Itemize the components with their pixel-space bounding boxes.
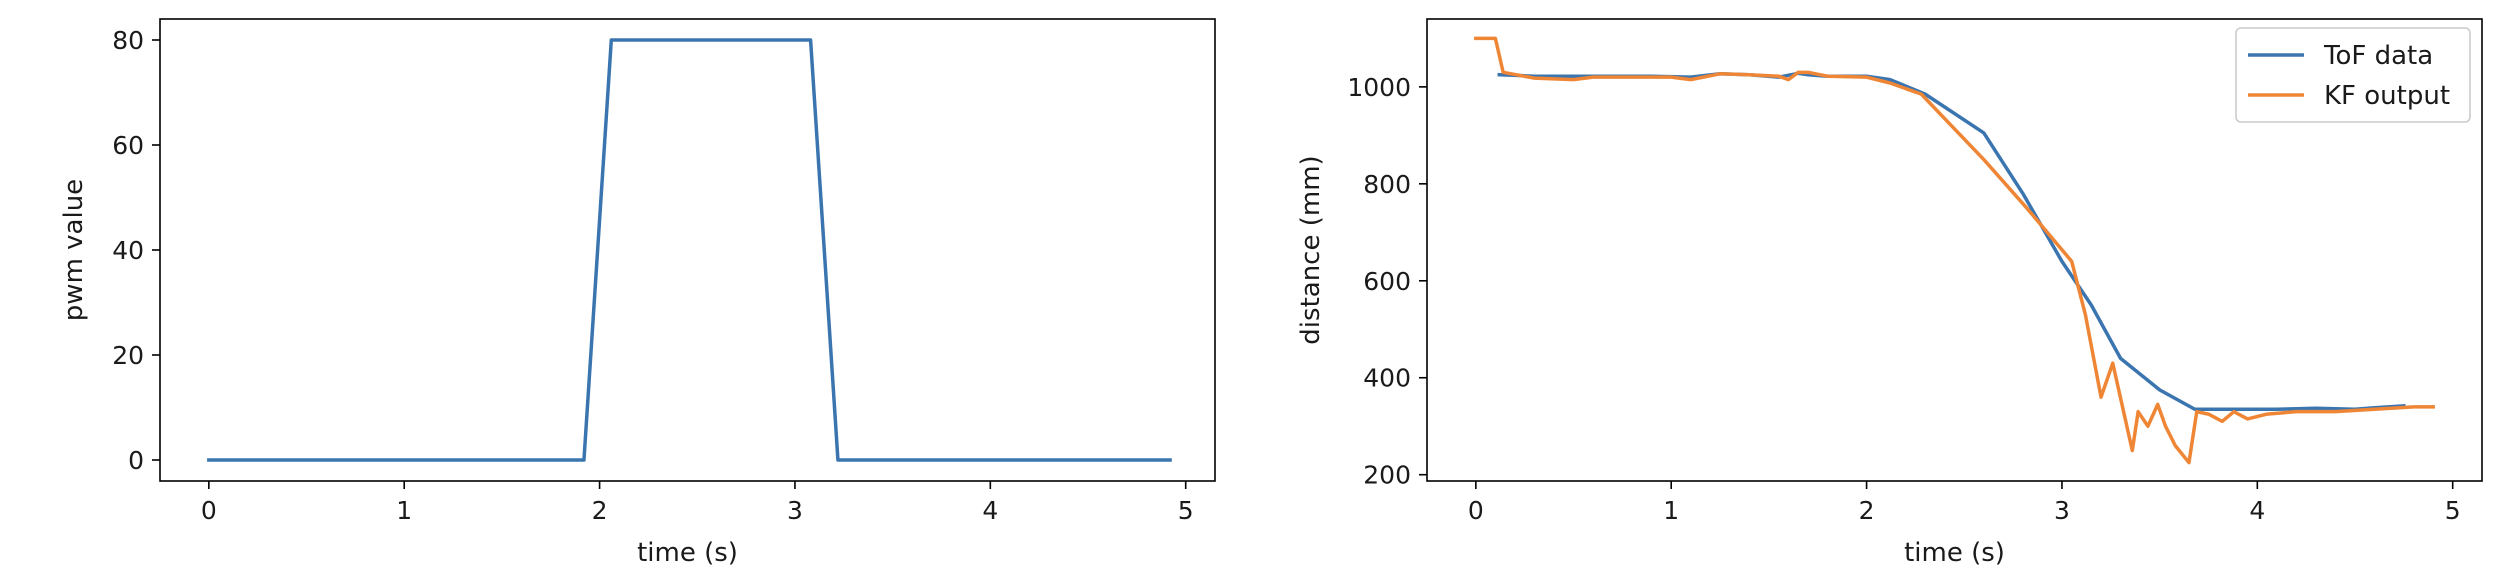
pwm-chart-y-tick-label: 80 xyxy=(112,26,144,55)
distance-chart-y-tick-label: 400 xyxy=(1363,364,1411,393)
pwm-chart: 0 1 2 3 4 5 0 20 40 60 80 time (s) pwm value xyxy=(59,18,1216,568)
pwm-chart-series-0-line xyxy=(207,38,1172,462)
distance-chart-y-tick-label: 600 xyxy=(1363,267,1411,296)
distance-chart-x-tick-label: 4 xyxy=(2249,496,2265,525)
pwm-chart-y-tick-label: 0 xyxy=(128,446,144,475)
pwm-chart-y-tick-label: 20 xyxy=(112,341,144,370)
pwm-chart-marks xyxy=(207,38,1172,462)
distance-chart-y-ticks: 200 400 600 800 1000 xyxy=(1347,73,1427,490)
distance-chart-y-tick-label: 800 xyxy=(1363,170,1411,199)
distance-chart-marks xyxy=(1474,36,2435,465)
distance-chart-y-tick-label: 200 xyxy=(1363,461,1411,490)
distance-chart-series-tof-data-line xyxy=(1497,71,2406,411)
pwm-chart-y-ticks: 0 20 40 60 80 xyxy=(112,26,160,475)
pwm-chart-x-tick-label: 4 xyxy=(982,496,998,525)
pwm-chart-y-tick-label: 60 xyxy=(112,131,144,160)
pwm-chart-x-tick-label: 2 xyxy=(592,496,608,525)
distance-chart-frame xyxy=(1426,18,2483,482)
legend-label-tof-data: ToF data xyxy=(2323,41,2433,71)
pwm-chart-y-axis-label: pwm value xyxy=(59,179,89,321)
distance-chart-x-tick-label: 0 xyxy=(1468,496,1484,525)
legend-box xyxy=(2235,27,2471,123)
pwm-chart-x-tick-label: 1 xyxy=(396,496,412,525)
distance-chart-x-tick-label: 2 xyxy=(1859,496,1875,525)
pwm-chart-x-tick-label: 5 xyxy=(1178,496,1194,525)
distance-chart-series-kf-output-line xyxy=(1474,36,2435,465)
distance-chart-x-axis-label: time (s) xyxy=(1904,538,2005,568)
pwm-chart-x-tick-label: 0 xyxy=(201,496,217,525)
pwm-chart-x-axis-label: time (s) xyxy=(637,538,738,568)
pwm-chart-x-ticks: 0 1 2 3 4 5 xyxy=(201,481,1194,525)
distance-chart-x-tick-label: 1 xyxy=(1663,496,1679,525)
distance-chart-y-tick-label: 1000 xyxy=(1347,73,1411,102)
pwm-chart-y-tick-label: 40 xyxy=(112,236,144,265)
distance-chart-legend: ToF data KF output xyxy=(2235,27,2471,123)
distance-chart-y-axis-label: distance (mm) xyxy=(1296,155,1326,344)
distance-chart-x-tick-label: 3 xyxy=(2054,496,2070,525)
pwm-chart-x-tick-label: 3 xyxy=(787,496,803,525)
legend-label-kf-output: KF output xyxy=(2324,81,2450,111)
distance-chart-x-tick-label: 5 xyxy=(2445,496,2461,525)
distance-chart-x-ticks: 0 1 2 3 4 5 xyxy=(1468,481,2461,525)
distance-chart: 0 1 2 3 4 5 200 400 600 800 1000 time (s) distanc… xyxy=(1296,18,2483,568)
